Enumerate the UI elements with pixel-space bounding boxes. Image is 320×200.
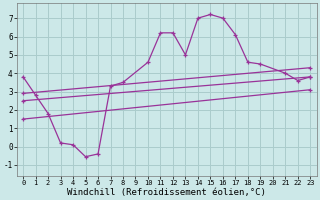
- X-axis label: Windchill (Refroidissement éolien,°C): Windchill (Refroidissement éolien,°C): [67, 188, 266, 197]
